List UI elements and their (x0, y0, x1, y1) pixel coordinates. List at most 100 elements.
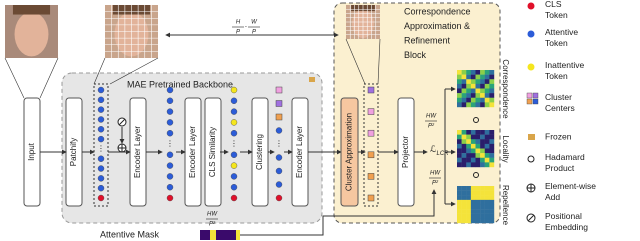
matrix-cell (480, 74, 485, 80)
token (166, 151, 174, 159)
matrix-cell (484, 148, 490, 154)
matrix-cell (470, 130, 476, 135)
legend-icon (526, 98, 533, 105)
matrix-cell (480, 162, 485, 168)
matrix-cell (489, 134, 495, 140)
matrix-cell (466, 186, 472, 191)
ellipsis: ⋮ (97, 144, 105, 153)
token (97, 155, 105, 162)
matrix-cell (484, 213, 490, 219)
matrix-cell (457, 186, 462, 191)
matrix-cell (466, 130, 472, 135)
matrix-cell (461, 83, 467, 89)
token (97, 96, 105, 104)
token (166, 162, 174, 169)
matrix-cell (461, 74, 467, 80)
matrix-cell (461, 134, 467, 140)
block-title: Approximation & (404, 21, 470, 31)
matrix-cell (470, 213, 476, 219)
backbone-title: MAE Pretrained Backbone (127, 79, 233, 89)
token (166, 97, 174, 105)
loss: ℒLCR (430, 144, 449, 156)
mask-frac-den: P² (209, 222, 216, 228)
matrix-cell (461, 157, 467, 163)
token (230, 162, 238, 169)
hadamard (473, 117, 479, 123)
matrix-cell (480, 204, 485, 210)
legend-label: Inattentive (545, 60, 584, 70)
legend-label: Attentive (545, 27, 578, 37)
ellipsis: ⋮ (166, 139, 174, 148)
matrix-cell (489, 199, 495, 205)
matrix-cell (457, 130, 462, 135)
matrix-cell (489, 74, 495, 80)
mask-bar (200, 230, 210, 240)
grid-h-den: P (236, 30, 240, 36)
matrix-cell (466, 218, 472, 224)
matrix-cell (457, 83, 462, 89)
matrix-cell (466, 162, 472, 168)
separator: · (245, 22, 248, 31)
matrix-cell (475, 162, 481, 168)
token (275, 127, 283, 134)
matrix-cell (480, 195, 485, 201)
matrix-cell (461, 190, 467, 196)
matrix-cell (484, 162, 490, 168)
matrix-cell (466, 139, 472, 145)
matrix-cell (461, 148, 467, 154)
block-module-label: Cluster Approximation (345, 113, 354, 191)
zoom-line (345, 38, 381, 85)
matrix-cell (457, 70, 462, 75)
token (97, 194, 105, 202)
matrix-cell (480, 153, 485, 158)
hw-frac-den: P² (432, 181, 439, 187)
matrix-cell (457, 102, 462, 108)
mask-label: Attentive Mask (100, 229, 160, 239)
token (97, 184, 105, 192)
matrix-cell (475, 195, 481, 201)
matrix-cell (461, 218, 467, 224)
legend-label: Add (545, 192, 560, 202)
hair (12, 5, 51, 15)
matrix-cell (484, 157, 490, 163)
legend-icon (527, 30, 535, 38)
matrix-cell (457, 88, 462, 94)
token (97, 135, 105, 143)
token (275, 167, 283, 175)
matrix-cell (461, 213, 467, 219)
token (166, 86, 174, 94)
matrix-cell (461, 143, 467, 149)
matrix-cell (484, 97, 490, 103)
matrix-cell (475, 70, 481, 75)
matrix-label: Repellence (501, 185, 510, 226)
matrix-cell (480, 143, 485, 149)
matrix-cell (484, 102, 490, 108)
mask-bar (216, 230, 236, 240)
matrix-cell (489, 102, 495, 108)
matrix-cell (461, 204, 467, 210)
matrix-cell (475, 134, 481, 140)
matrix-cell (457, 204, 462, 210)
matrix-cell (484, 88, 490, 94)
matrix-cell (480, 97, 485, 103)
matrix-cell (489, 148, 495, 154)
matrix-cell (470, 157, 476, 163)
grid-w-num: W (251, 20, 258, 26)
matrix-cell (457, 134, 462, 140)
matrix-cell (484, 93, 490, 98)
matrix-cell (475, 218, 481, 224)
block-title: Block (404, 50, 427, 60)
matrix-cell (475, 79, 481, 85)
matrix-cell (457, 79, 462, 85)
mask-bar (210, 230, 216, 240)
hw-frac-num: HW (426, 114, 437, 120)
token (97, 126, 105, 133)
token (230, 173, 238, 180)
token (166, 173, 174, 180)
matrix-cell (457, 195, 462, 201)
token (367, 86, 375, 94)
matrix-cell (461, 186, 467, 191)
matrix-cell (457, 139, 462, 145)
face (14, 11, 49, 57)
token (275, 154, 283, 161)
